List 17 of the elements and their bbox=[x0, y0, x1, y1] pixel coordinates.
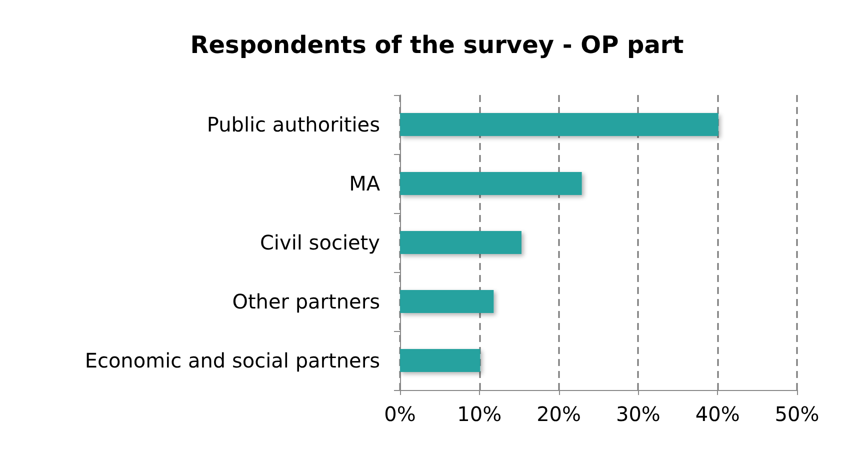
x-tick-label: 30% bbox=[616, 402, 660, 426]
x-tick-label: 0% bbox=[384, 402, 416, 426]
bar bbox=[400, 172, 582, 195]
chart-title: Respondents of the survey - OP part bbox=[190, 31, 684, 59]
bar bbox=[400, 113, 718, 136]
y-tick-label: Civil society bbox=[260, 230, 380, 254]
x-tick-label: 40% bbox=[695, 402, 740, 426]
y-tick-label: Economic and social partners bbox=[84, 348, 380, 372]
bar bbox=[400, 349, 480, 372]
y-tick-label: Other partners bbox=[232, 290, 380, 314]
y-tick-label: Public authorities bbox=[206, 112, 380, 136]
bar bbox=[400, 231, 522, 254]
y-tick-label: MA bbox=[349, 172, 380, 196]
x-tick-label: 20% bbox=[536, 402, 582, 426]
x-tick-label: 50% bbox=[774, 402, 820, 426]
x-tick-label: 10% bbox=[457, 402, 502, 426]
bar bbox=[400, 290, 494, 313]
